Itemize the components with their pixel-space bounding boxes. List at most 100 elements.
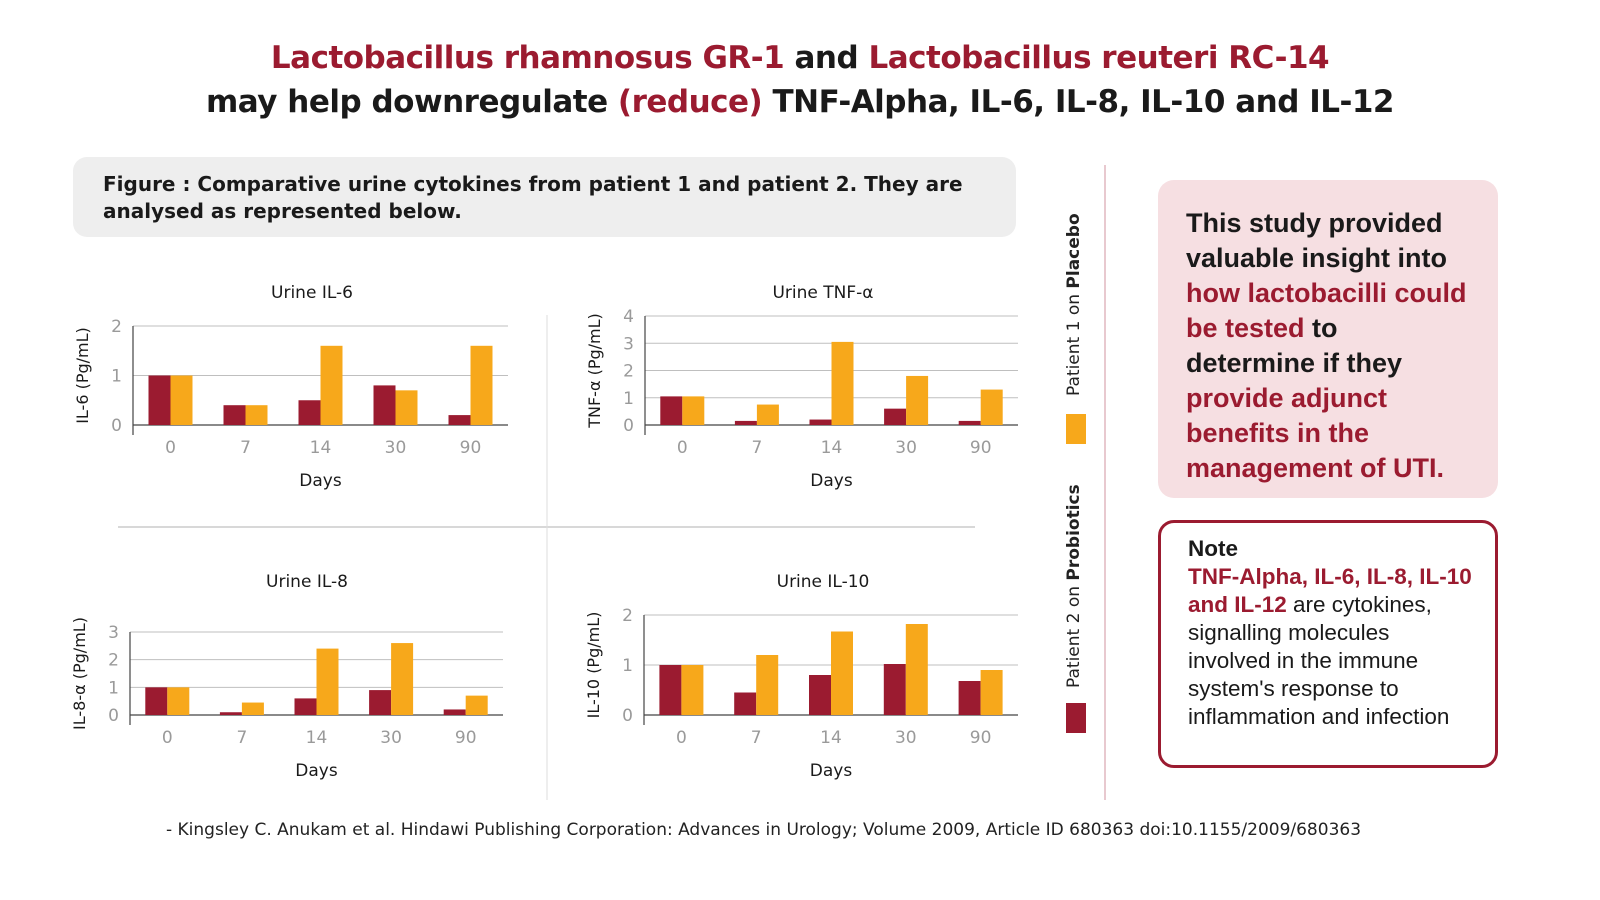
- y-tick-label: 0: [108, 706, 119, 726]
- x-tick-label: 7: [240, 438, 251, 458]
- x-tick-label: 0: [677, 438, 688, 458]
- chart-title: Urine TNF-α: [772, 283, 873, 303]
- y-tick-label: 3: [623, 334, 634, 354]
- x-axis-label: Days: [810, 761, 853, 781]
- bar-placebo: [316, 648, 339, 715]
- x-axis-label: Days: [295, 761, 338, 781]
- bar-placebo: [391, 643, 414, 715]
- note-box: Note TNF-Alpha, IL-6, IL-8, IL-10 and IL…: [1158, 520, 1498, 768]
- x-tick-label: 14: [821, 438, 843, 458]
- bar-probiotics: [443, 709, 466, 715]
- x-tick-label: 30: [895, 438, 917, 458]
- bar-probiotics: [659, 665, 682, 715]
- title-line-1: Lactobacillus rhamnosus GR-1 and Lactoba…: [0, 40, 1600, 76]
- insight-highlight-2: provide adjunct benefits in the manageme…: [1186, 383, 1445, 483]
- bar-probiotics: [298, 400, 321, 425]
- bar-placebo: [756, 655, 779, 715]
- x-tick-label: 30: [380, 728, 402, 748]
- title-organism-1: Lactobacillus rhamnosus GR-1: [270, 40, 785, 76]
- y-tick-label: 2: [108, 651, 119, 671]
- insight-text-1: This study provided valuable insight int…: [1186, 208, 1448, 273]
- x-tick-label: 0: [162, 728, 173, 748]
- bar-placebo: [682, 396, 705, 425]
- x-tick-label: 14: [310, 438, 332, 458]
- y-tick-label: 1: [108, 678, 119, 698]
- figure-caption: Figure : Comparative urine cytokines fro…: [73, 157, 1016, 237]
- bar-probiotics: [809, 419, 832, 425]
- bar-placebo: [470, 345, 493, 425]
- x-tick-label: 0: [165, 438, 176, 458]
- title-cytokines: TNF-Alpha, IL-6, IL-8, IL-10 and IL-12: [762, 84, 1395, 120]
- bar-probiotics: [219, 712, 242, 715]
- x-tick-label: 14: [820, 728, 842, 748]
- y-tick-label: 0: [623, 416, 634, 436]
- y-axis-label: IL-6 (Pg/mL): [73, 327, 92, 424]
- y-tick-label: 3: [108, 623, 119, 643]
- y-tick-label: 1: [111, 367, 122, 387]
- bar-placebo: [756, 404, 779, 425]
- chart-title: Urine IL-10: [777, 572, 870, 592]
- bar-probiotics: [223, 405, 246, 425]
- bar-placebo: [831, 341, 854, 425]
- legend-probiotics-prefix: Patient 2 on: [1064, 580, 1084, 688]
- bar-placebo: [905, 624, 928, 715]
- bar-placebo: [681, 665, 704, 715]
- bar-placebo: [241, 702, 264, 715]
- bar-placebo: [167, 687, 190, 715]
- bar-placebo: [980, 389, 1003, 425]
- bar-placebo: [465, 695, 488, 715]
- x-tick-label: 90: [460, 438, 482, 458]
- x-tick-label: 7: [751, 728, 762, 748]
- title-line-2: may help downregulate (reduce) TNF-Alpha…: [0, 84, 1600, 120]
- legend-placebo-bold: Placebo: [1064, 213, 1084, 289]
- title-connector: and: [784, 40, 869, 76]
- bar-probiotics: [148, 375, 171, 425]
- bar-probiotics: [373, 385, 396, 425]
- x-axis-label: Days: [299, 471, 342, 491]
- x-tick-label: 7: [236, 728, 247, 748]
- x-tick-label: 0: [676, 728, 687, 748]
- legend-probiotics-label: Patient 2 on Probiotics: [1064, 484, 1084, 688]
- bar-probiotics: [809, 675, 831, 715]
- bar-placebo: [245, 405, 268, 425]
- bar-probiotics: [660, 396, 683, 425]
- title-claim: may help downregulate: [205, 84, 618, 120]
- bar-placebo: [831, 631, 853, 715]
- chart-title: Urine IL-8: [266, 572, 348, 592]
- y-axis-label: TNF-α (Pg/mL): [585, 313, 604, 429]
- x-tick-label: 90: [970, 728, 992, 748]
- bar-probiotics: [734, 420, 757, 425]
- bar-probiotics: [884, 408, 907, 425]
- y-tick-label: 0: [111, 416, 122, 436]
- legend-probiotics-bold: Probiotics: [1064, 484, 1084, 581]
- x-tick-label: 90: [455, 728, 477, 748]
- note-heading: Note: [1188, 536, 1238, 561]
- legend-placebo-prefix: Patient 1 on: [1064, 288, 1084, 396]
- y-tick-label: 4: [623, 307, 634, 327]
- y-tick-label: 0: [622, 706, 633, 726]
- bar-probiotics: [145, 687, 168, 715]
- y-tick-label: 2: [623, 362, 634, 382]
- legend-placebo-swatch: [1066, 414, 1086, 444]
- x-tick-label: 30: [895, 728, 917, 748]
- y-tick-label: 2: [622, 606, 633, 626]
- x-tick-label: 7: [751, 438, 762, 458]
- insight-box: This study provided valuable insight int…: [1158, 180, 1498, 498]
- y-tick-label: 2: [111, 317, 122, 337]
- x-axis-label: Days: [810, 471, 853, 491]
- x-tick-label: 30: [385, 438, 407, 458]
- bar-placebo: [980, 670, 1003, 715]
- bar-probiotics: [958, 420, 981, 425]
- bar-probiotics: [294, 698, 317, 715]
- bar-probiotics: [958, 681, 981, 715]
- chart-title: Urine IL-6: [271, 283, 353, 303]
- bar-placebo: [395, 390, 418, 425]
- bar-probiotics: [883, 664, 906, 715]
- insight-text-2: to determine if they: [1186, 313, 1403, 378]
- bar-probiotics: [734, 692, 757, 715]
- y-axis-label: IL-8-α (Pg/mL): [70, 617, 89, 730]
- bar-placebo: [170, 375, 193, 425]
- legend-placebo-label: Patient 1 on Placebo: [1064, 213, 1084, 396]
- y-tick-label: 1: [623, 389, 634, 409]
